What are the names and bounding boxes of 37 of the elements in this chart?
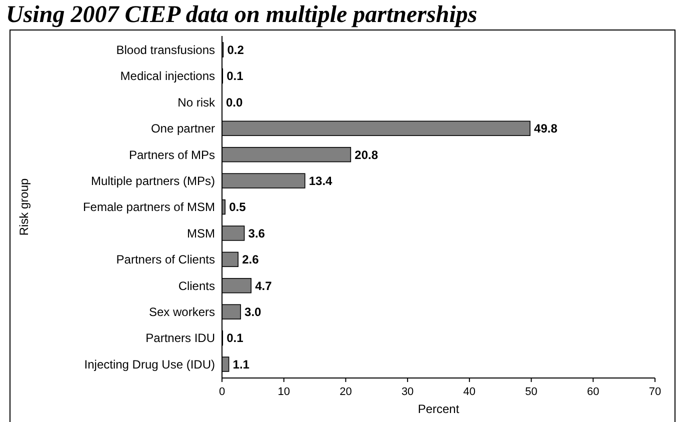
chart-title: Using 2007 CIEP data on multiple partnerships — [6, 2, 478, 28]
data-label: 0.2 — [227, 42, 244, 57]
data-label: 20.8 — [354, 148, 378, 162]
data-label: 0.0 — [226, 95, 244, 110]
x-axis-title: Percent — [418, 402, 460, 416]
x-tick-label: 70 — [648, 386, 662, 398]
x-tick-label: 50 — [525, 386, 538, 398]
x-tick-label: 20 — [340, 386, 352, 398]
y-tick-label: Female partners of MSM — [82, 200, 215, 214]
data-label: 3.6 — [248, 226, 266, 240]
y-tick-label: Partners IDU — [146, 331, 215, 346]
data-label: 0.1 — [226, 69, 244, 84]
y-tick-label: Sex workers — [148, 305, 215, 320]
data-label: 0.1 — [226, 331, 244, 346]
data-label: 3.0 — [244, 305, 262, 320]
y-tick-label: Partners of MPs — [128, 148, 215, 162]
data-label: 0.5 — [229, 200, 246, 214]
y-tick-label: No risk — [178, 95, 216, 110]
y-tick-label: One partner — [150, 122, 215, 136]
x-tick-label: 10 — [278, 386, 290, 398]
y-tick-label: Medical injections — [120, 69, 215, 84]
x-tick-label: 40 — [463, 386, 476, 398]
x-tick-label: 0 — [218, 386, 226, 398]
data-label: 2.6 — [242, 252, 260, 267]
y-tick-label: Partners of Clients — [116, 252, 215, 267]
data-label: 1.1 — [232, 357, 250, 372]
data-label: 49.8 — [534, 122, 558, 136]
y-axis-title: Risk group — [17, 178, 31, 236]
y-tick-label: Clients — [178, 278, 215, 293]
y-tick-label: Blood transfusions — [116, 42, 215, 57]
y-tick-label: MSM — [187, 226, 215, 240]
x-tick-label: 60 — [587, 386, 600, 398]
x-tick-label: 30 — [401, 386, 414, 398]
y-tick-label: Multiple partners (MPs) — [90, 174, 216, 188]
data-label: 4.7 — [255, 278, 272, 293]
data-label: 13.4 — [308, 174, 333, 188]
y-tick-label: Injecting Drug Use (IDU) — [84, 357, 215, 372]
